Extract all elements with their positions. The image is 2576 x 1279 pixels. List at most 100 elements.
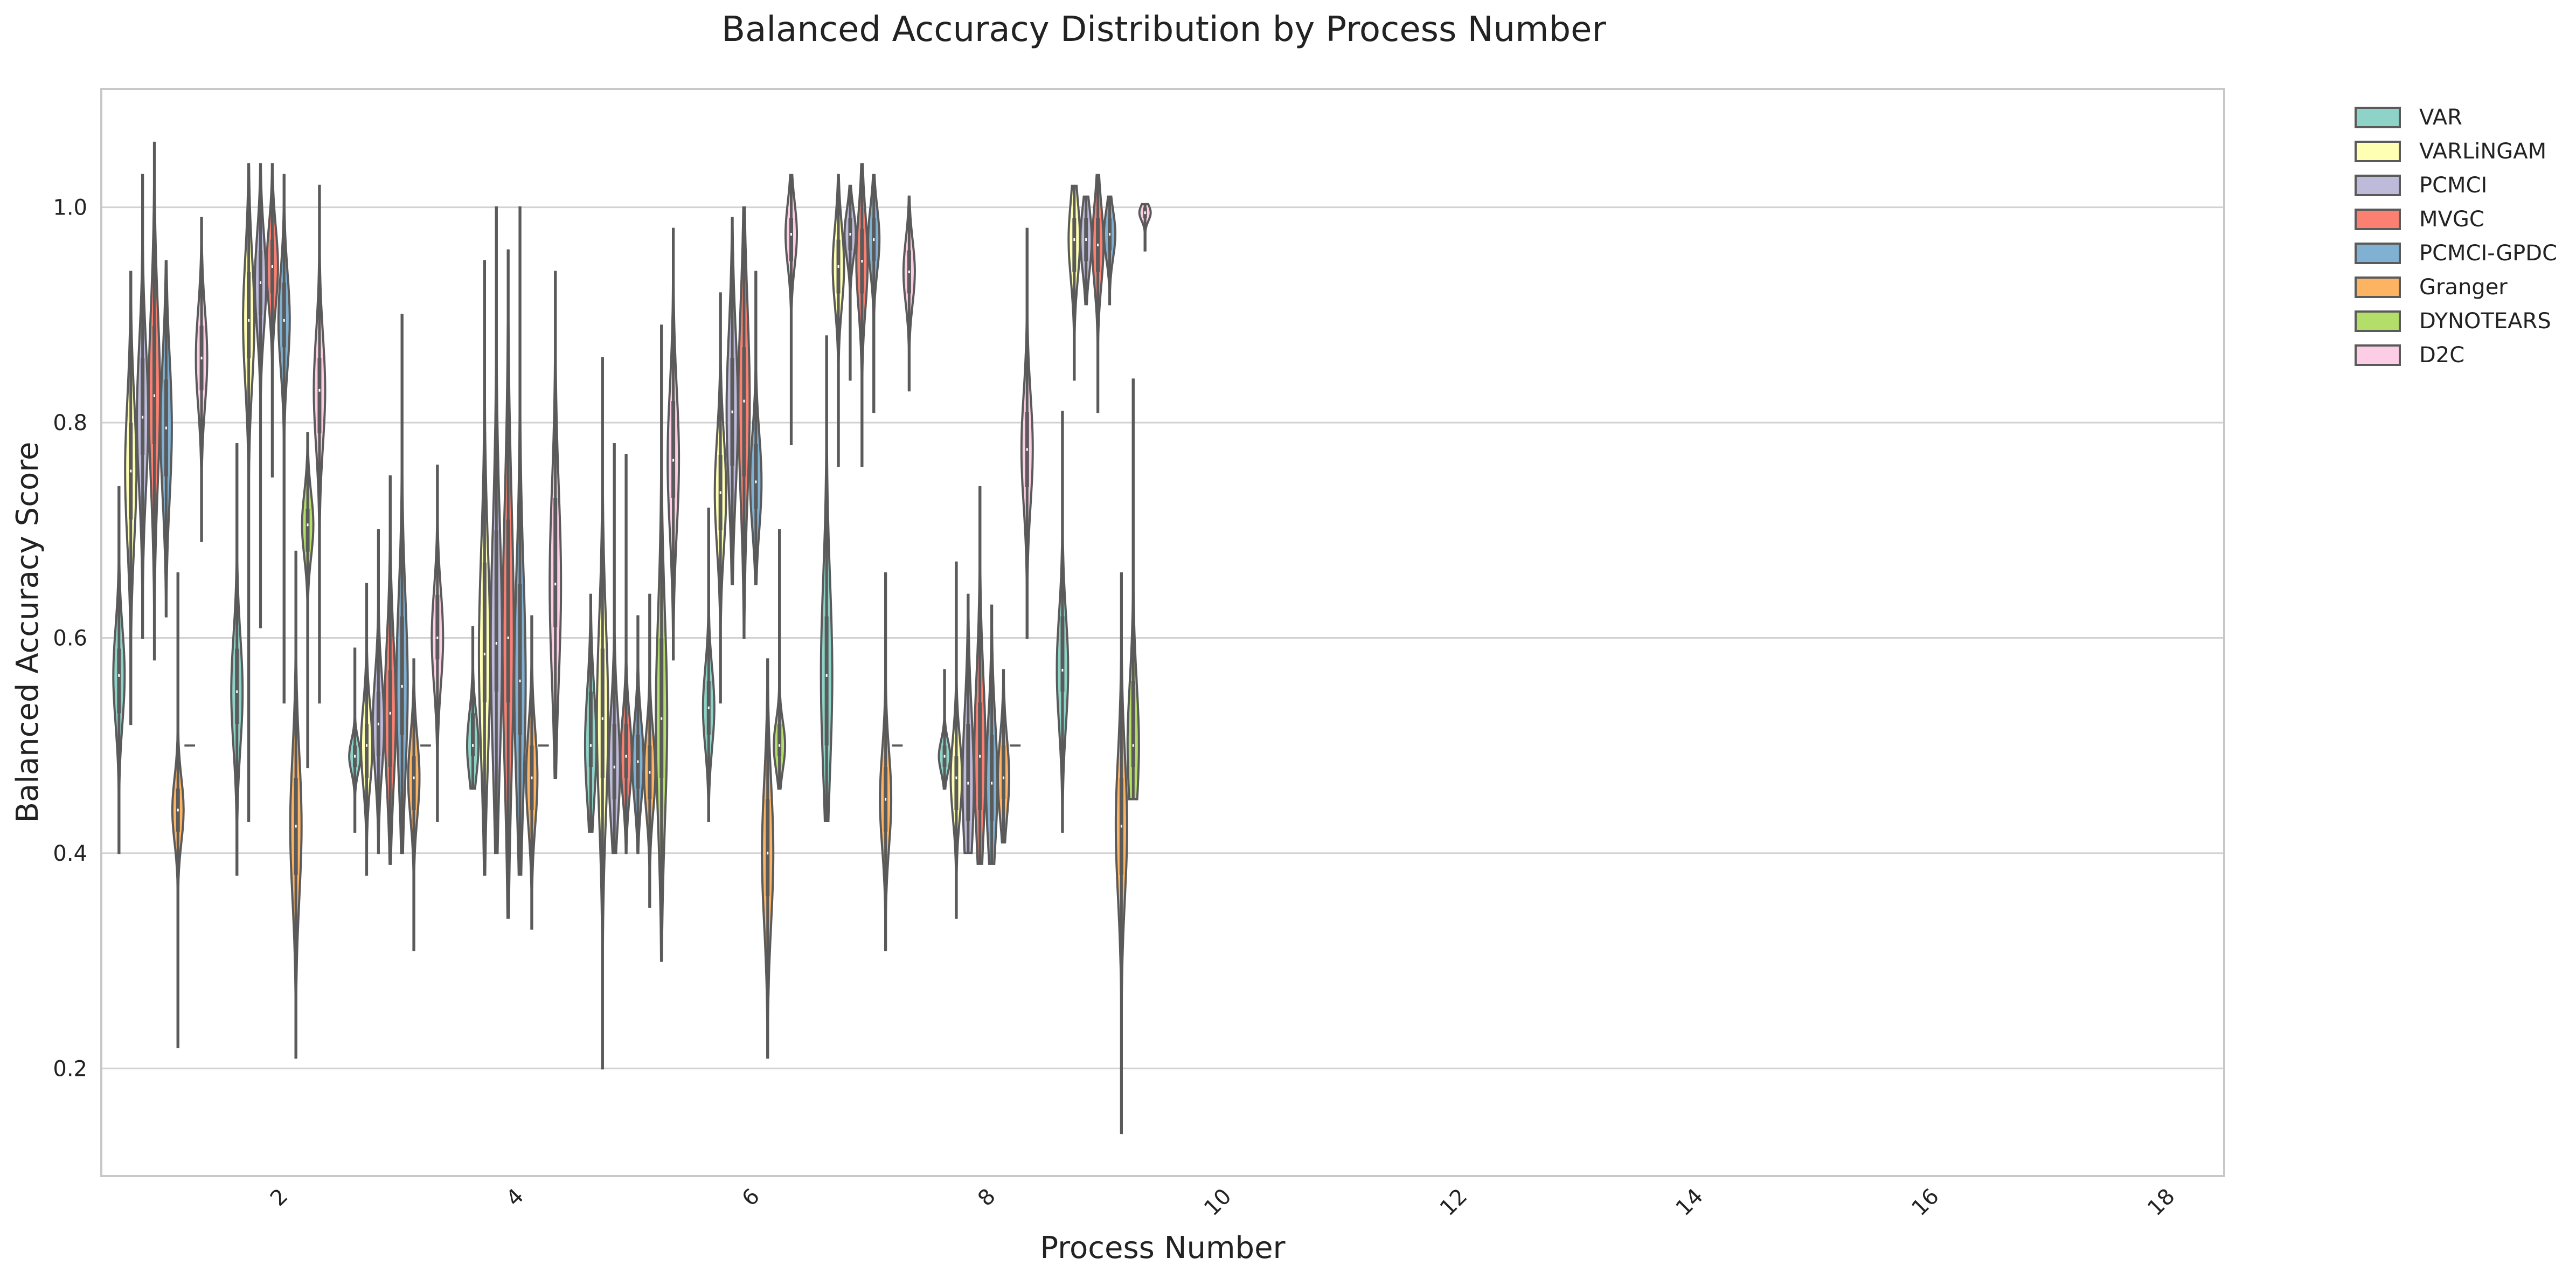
violin <box>867 174 881 413</box>
violin <box>879 572 893 951</box>
violin <box>171 572 185 1048</box>
violin-iqr-box <box>553 497 558 627</box>
legend-item: VAR <box>2355 105 2462 130</box>
x-tick-label: 4 <box>502 1184 529 1212</box>
violin <box>1056 411 1070 833</box>
violin-iqr-box <box>435 594 440 660</box>
violins <box>112 141 1152 1135</box>
violin <box>513 206 527 876</box>
legend-swatch <box>2355 209 2401 230</box>
violin <box>124 271 138 725</box>
violin-iqr-box <box>317 358 322 434</box>
violin-iqr-box <box>482 562 487 703</box>
violin <box>643 593 657 908</box>
violin <box>360 583 373 876</box>
violin <box>761 658 775 1059</box>
y-tick-label: 0.8 <box>53 411 87 435</box>
legend-label: MVGC <box>2419 207 2484 232</box>
violin-iqr-box <box>671 401 676 498</box>
violin-iqr-box <box>954 756 959 811</box>
x-tick-label: 16 <box>1907 1184 1944 1221</box>
legend-label: Granger <box>2419 275 2508 300</box>
violin-iqr-box <box>600 648 605 778</box>
violin-iqr-box <box>305 508 310 552</box>
y-tick-label: 0.6 <box>53 626 87 651</box>
legend-swatch <box>2355 175 2401 196</box>
violin-iqr-box <box>754 444 758 509</box>
violin <box>289 550 303 1059</box>
violin-iqr-box <box>235 648 239 724</box>
legend-label: PCMCI <box>2419 173 2487 198</box>
violin <box>501 249 515 919</box>
x-axis-label: Process Number <box>1040 1230 1286 1266</box>
violin <box>1114 572 1128 1135</box>
violin <box>1067 184 1081 381</box>
y-tick-label: 0.2 <box>53 1056 87 1081</box>
legend-label: PCMCI-GPDC <box>2419 241 2557 266</box>
violin-iqr-box <box>141 358 145 455</box>
violin-iqr-box <box>990 735 994 821</box>
y-tick-label: 1.0 <box>53 196 87 220</box>
violin-iqr-box <box>966 724 970 821</box>
y-tick-labels: 0.2 0.4 0.6 0.8 1.0 <box>53 196 87 1082</box>
legend-swatch <box>2355 344 2401 366</box>
violin <box>431 465 445 822</box>
y-axis-label: Balanced Accuracy Score <box>10 442 45 823</box>
x-tick-label: 6 <box>737 1184 765 1212</box>
violin-iqr-box <box>1072 218 1077 272</box>
legend-label: DYNOTEARS <box>2419 309 2551 334</box>
violin <box>159 260 173 618</box>
violin-iqr-box <box>412 756 416 811</box>
legend-swatch <box>2355 107 2401 128</box>
legend-item: Granger <box>2355 275 2508 300</box>
violin-iqr-box <box>1001 745 1006 800</box>
x-tick-label: 10 <box>1199 1184 1237 1221</box>
violin <box>997 669 1010 844</box>
violin <box>313 184 327 704</box>
violin <box>831 174 845 467</box>
violin <box>938 669 952 790</box>
violin-iqr-box <box>400 616 404 735</box>
violin <box>619 454 633 854</box>
legend-item: PCMCI-GPDC <box>2355 241 2557 266</box>
legend-item: VARLiNGAM <box>2355 139 2546 164</box>
violin <box>253 163 268 628</box>
violin-iqr-box <box>1131 681 1135 768</box>
violin-iqr-box <box>789 218 794 261</box>
violin-iqr-box <box>824 616 829 746</box>
violin <box>348 647 362 833</box>
violin <box>843 184 857 381</box>
violin <box>949 561 963 919</box>
violin <box>773 529 787 790</box>
violin-iqr-box <box>506 519 510 703</box>
violin <box>548 271 563 779</box>
legend-label: D2C <box>2419 343 2464 368</box>
violin <box>407 658 421 951</box>
violin <box>631 615 645 854</box>
violin <box>655 324 669 962</box>
violin <box>855 163 869 467</box>
legend-item: DYNOTEARS <box>2355 309 2551 334</box>
legend-label: VAR <box>2419 105 2462 130</box>
x-tick-label: 18 <box>2143 1184 2180 1221</box>
violin <box>713 292 727 704</box>
x-tick-label: 14 <box>1671 1184 1709 1221</box>
violin <box>1079 195 1093 306</box>
violin-iqr-box <box>624 724 628 778</box>
violin <box>371 529 385 854</box>
legend-swatch <box>2355 310 2401 332</box>
violin <box>1103 195 1116 306</box>
violin <box>961 593 975 854</box>
violin <box>985 604 999 865</box>
violin <box>1138 203 1152 252</box>
legend-label: VARLiNGAM <box>2419 139 2546 164</box>
legend-item: PCMCI <box>2355 173 2487 198</box>
violin-iqr-box <box>766 799 770 896</box>
violin <box>749 271 763 585</box>
violin-iqr-box <box>1060 616 1065 692</box>
violin <box>195 217 209 542</box>
violin <box>595 357 609 1070</box>
legend-item: MVGC <box>2355 207 2484 232</box>
violin-iqr-box <box>247 272 251 358</box>
violin-iqr-box <box>152 326 157 445</box>
